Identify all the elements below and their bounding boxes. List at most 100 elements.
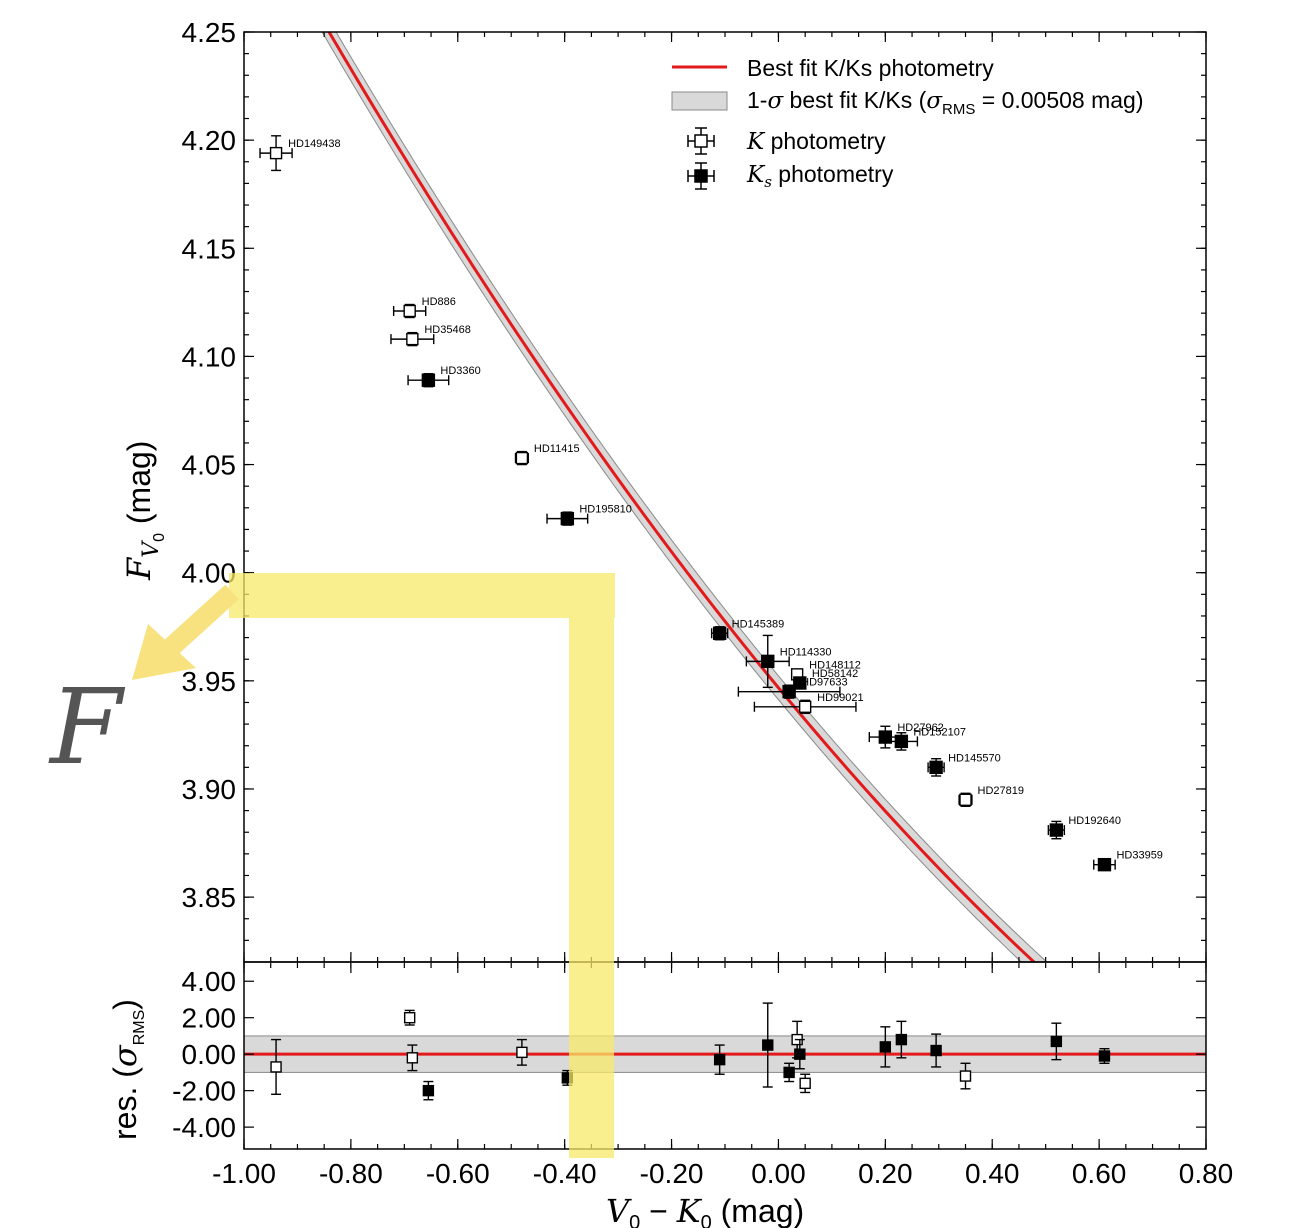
residual-point-hd27962 [879, 1026, 892, 1068]
star-label-hd99021: HD99021 [817, 692, 863, 704]
y-tick-label: 3.90 [182, 774, 237, 805]
y-tick-label: 3.85 [182, 882, 237, 913]
residual-y-tick-label: 2.00 [182, 1003, 237, 1034]
x-tick-label: 0.80 [1179, 1158, 1234, 1189]
data-point-hd192640 [1047, 820, 1066, 840]
star-label-hd33959: HD33959 [1116, 850, 1162, 862]
residual-point-hd97633 [783, 1062, 795, 1083]
residual-point-hd99021 [799, 1073, 811, 1094]
data-point-hd3360 [407, 373, 450, 388]
axis-ticks [243, 31, 1207, 1149]
x-tick-label: 0.60 [1072, 1158, 1127, 1189]
y-tick-label: 4.15 [182, 233, 237, 264]
legend: Best fit K/Ks photometry 1-σ best fit K/… [671, 55, 1144, 191]
legend-ks-marker-icon [687, 162, 715, 190]
residual-point-hd35468 [406, 1044, 419, 1072]
highlight-horizontal-bar [229, 573, 615, 618]
x-tick-label: 0.40 [965, 1158, 1020, 1189]
star-label-hd3360: HD3360 [440, 365, 480, 377]
data-point-hd99021 [753, 699, 857, 714]
y-tick-label: 4.10 [182, 341, 237, 372]
data-point-hd11415 [514, 450, 530, 466]
star-label-hd145570: HD145570 [948, 752, 1001, 764]
highlight-arrow-shaft [159, 584, 239, 660]
x-tick-label: -0.80 [319, 1158, 383, 1189]
highlight-vertical-bar [569, 606, 614, 1158]
data-point-hd149438 [259, 135, 293, 172]
y-axis-title-main: FV0 (mag) [120, 441, 168, 581]
data-point-hd886 [392, 303, 427, 319]
y-tick-label: 4.05 [182, 450, 237, 481]
star-label-hd145389: HD145389 [732, 618, 785, 630]
star-label-hd97633: HD97633 [801, 677, 847, 689]
x-tick-label: 0.20 [858, 1158, 913, 1189]
x-tick-label: -1.00 [212, 1158, 276, 1189]
legend-fit-label: Best fit K/Ks photometry [747, 55, 994, 81]
x-tick-label: -0.20 [640, 1158, 704, 1189]
residual-point-hd58142 [794, 1038, 806, 1070]
residual-point-hd27819 [959, 1062, 972, 1090]
legend-k-label: K photometry [746, 128, 886, 155]
highlight-arrow-head [132, 624, 196, 680]
y-axis-title-residual: res. (σRMS) [106, 999, 148, 1140]
legend-ks-label: Ks photometry [746, 161, 894, 191]
data-point-hd27819 [958, 792, 973, 807]
residual-point-hd145389 [713, 1044, 726, 1075]
y-tick-label: 4.20 [182, 125, 237, 156]
residual-y-tick-label: -4.00 [172, 1112, 236, 1143]
star-label-hd58142: HD58142 [812, 668, 858, 680]
data-point-hd145570 [927, 757, 945, 777]
best-fit-line [327, 32, 1037, 962]
residual-point-hd33959 [1098, 1048, 1111, 1064]
star-label-hd11415: HD11415 [534, 443, 580, 455]
star-label-hd27819: HD27819 [978, 785, 1024, 797]
star-label-hd192640: HD192640 [1068, 815, 1121, 827]
residual-y-tick-label: -2.00 [172, 1076, 236, 1107]
residual-data-points [270, 1002, 1111, 1101]
residual-point-hd152107 [895, 1020, 908, 1059]
x-tick-label: -0.60 [426, 1158, 490, 1189]
data-point-hd58142 [793, 676, 807, 690]
residual-y-tick-label: 4.00 [182, 966, 237, 997]
data-point-hd35468 [390, 331, 435, 347]
residual-point-hd114330 [762, 1002, 774, 1088]
star-label-hd152107: HD152107 [913, 726, 966, 738]
star-label-hd27962: HD27962 [897, 722, 943, 734]
residual-point-hd149438 [270, 1038, 282, 1095]
data-point-hd152107 [884, 732, 919, 751]
main-plot-frame [243, 31, 1207, 963]
residual-y-tick-label: 0.00 [182, 1039, 237, 1070]
data-point-hd195810 [546, 511, 589, 526]
overlay-letter-f: F [48, 666, 126, 788]
star-label-hd149438: HD149438 [288, 138, 341, 150]
residual-point-hd3360 [422, 1080, 435, 1101]
star-label-hd114330: HD114330 [780, 646, 832, 658]
data-point-hd33959 [1093, 857, 1116, 872]
x-tick-label: 0.00 [751, 1158, 806, 1189]
star-label-hd195810: HD195810 [579, 504, 632, 516]
residual-point-hd886 [403, 1009, 416, 1026]
y-tick-label: 4.00 [182, 558, 237, 589]
star-label-hd35468: HD35468 [424, 324, 470, 336]
tick-labels: -1.00 -0.80 -0.60 -0.40 -0.20 0.00 0.20 0.40 0.6… [172, 17, 1233, 1189]
data-point-hd97633 [737, 684, 841, 699]
data-point-hd114330 [745, 634, 790, 689]
star-label-hd148112: HD148112 [809, 659, 861, 671]
y-tick-label: 3.95 [182, 666, 237, 697]
residual-point-hd11415 [516, 1038, 528, 1066]
x-axis-title: V0 − K0 (mag) [606, 1192, 804, 1228]
x-tick-label: -0.40 [533, 1158, 597, 1189]
fit-uncertainty-band [321, 32, 1048, 962]
legend-band-label: 1-σ best fit K/Ks (σRMS = 0.00508 mag) [747, 87, 1144, 118]
data-point-hd145389 [710, 626, 729, 641]
legend-band-swatch [671, 91, 728, 111]
star-label-hd886: HD886 [422, 296, 456, 308]
star-labels: HD149438 HD886 HD35468 HD3360 HD11415 HD19581… [288, 138, 1163, 862]
residual-point-hd145570 [930, 1033, 942, 1068]
y-tick-label: 4.25 [182, 17, 237, 48]
legend-k-marker-icon [687, 127, 715, 155]
residual-point-hd192640 [1050, 1022, 1063, 1061]
main-data-points [259, 135, 1116, 872]
annotation-overlay [132, 573, 615, 1158]
